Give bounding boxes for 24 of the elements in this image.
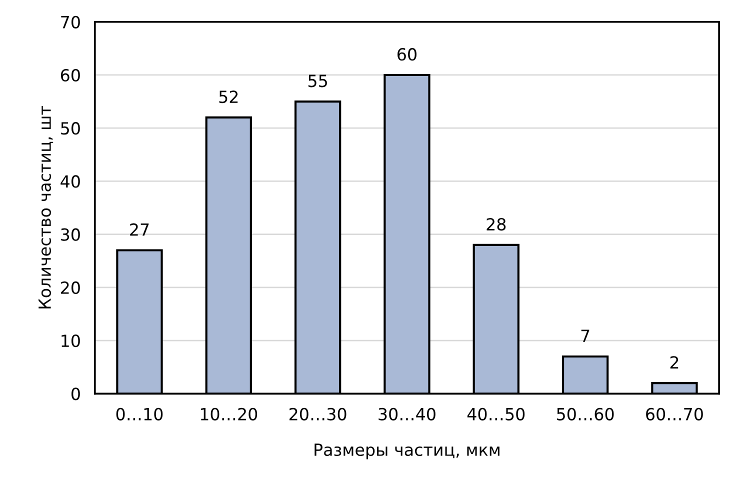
x-tick-label: 0…10 bbox=[116, 408, 163, 420]
y-tick-label: 20 bbox=[61, 281, 80, 294]
x-tick-label: 10…20 bbox=[200, 408, 258, 420]
y-tick-label: 0 bbox=[72, 388, 80, 400]
y-tick-label: 60 bbox=[60, 68, 80, 82]
data-label: 2 bbox=[670, 356, 678, 368]
y-tick-label: 40 bbox=[60, 175, 80, 188]
x-tick-label: 50…60 bbox=[557, 408, 614, 420]
y-axis-title: Количество частиц, шт bbox=[38, 106, 54, 308]
y-tick-label: 50 bbox=[61, 122, 80, 135]
y-tick-label: 10 bbox=[62, 334, 80, 348]
data-label: 7 bbox=[581, 330, 590, 342]
data-label: 52 bbox=[219, 90, 238, 104]
data-label: 55 bbox=[308, 74, 327, 88]
data-label: 27 bbox=[130, 223, 149, 236]
y-tick-label: 70 bbox=[61, 16, 80, 28]
data-label: 60 bbox=[398, 48, 416, 61]
x-axis-title: Размеры частиц, мкм bbox=[314, 444, 500, 460]
x-tick-label: 20…30 bbox=[289, 408, 346, 420]
x-tick-label: 40…50 bbox=[467, 408, 525, 420]
data-label: 28 bbox=[486, 218, 506, 231]
x-tick-label: 30…40 bbox=[378, 408, 436, 420]
x-tick-label: 60…70 bbox=[646, 408, 703, 420]
y-tick-label: 30 bbox=[61, 228, 80, 241]
